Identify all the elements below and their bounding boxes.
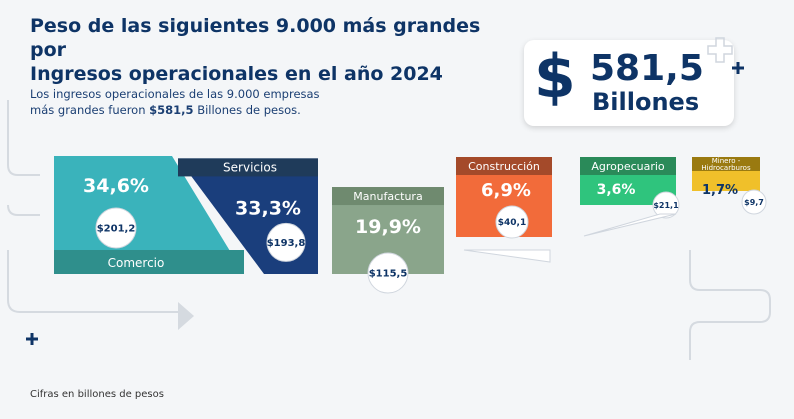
category-label-minero-1: Minero - <box>712 157 741 165</box>
value-label-comercio-bubble <box>95 207 137 249</box>
value-label-manufactura: $115,5 <box>369 269 408 280</box>
subtitle-pre: más grandes fueron <box>30 103 150 117</box>
total-badge: $ 581,5 Billones <box>524 40 734 126</box>
category-label-minero-2: Hidrocarburos <box>701 164 751 172</box>
bar-comercio <box>54 156 244 274</box>
bar-servicios-header <box>178 158 318 177</box>
percent-label-minero: 1,7% <box>702 183 738 198</box>
bar-construccion-header <box>456 157 552 175</box>
bar-comercio-label-band <box>54 250 244 274</box>
dollar-symbol: $ <box>534 42 576 112</box>
percent-label-servicios: 33,3% <box>235 197 301 219</box>
title-line-2: Ingresos operacionales en el año 2024 <box>30 63 443 85</box>
percent-label-agropecuario: 3,6% <box>597 182 636 198</box>
bar-agropecuario-header <box>580 157 676 175</box>
value-label-construccion: $40,1 <box>498 218 526 228</box>
plus-outline-icon <box>707 37 733 63</box>
value-label-servicios-bubble <box>266 222 306 262</box>
footer-note: Cifras en billones de pesos <box>30 389 164 400</box>
subtitle-total: $581,5 <box>149 103 194 117</box>
value-label-construccion-bubble <box>495 205 529 239</box>
plus-icon <box>732 62 744 74</box>
category-label-agropecuario: Agropecuario <box>591 160 665 173</box>
shadow-agropecuario <box>583 213 677 237</box>
percent-label-comercio: 34,6% <box>83 175 149 197</box>
value-label-minero-bubble <box>741 189 767 215</box>
title-line-1: Peso de las siguientes 9.000 más grandes… <box>30 15 481 61</box>
subtitle-line-2: más grandes fueron $581,5 Billones de pe… <box>30 102 350 118</box>
value-label-agropecuario: $21,1 <box>653 201 679 210</box>
category-label-servicios: Servicios <box>223 160 277 174</box>
plus-icon <box>26 333 38 345</box>
value-label-comercio: $201,2 <box>97 224 136 235</box>
percent-label-manufactura: 19,9% <box>355 216 421 238</box>
category-label-construccion: Construcción <box>468 160 540 173</box>
total-amount: 581,5 <box>590 48 704 89</box>
shadow-construccion <box>463 249 551 263</box>
subtitle-line-1: Los ingresos operacionales de las 9.000 … <box>30 87 320 101</box>
value-label-servicios: $193,8 <box>267 238 306 249</box>
total-unit: Billones <box>592 88 700 116</box>
bar-minero-header <box>692 157 760 171</box>
page-title: Peso de las siguientes 9.000 más grandes… <box>30 14 500 86</box>
subtitle: Los ingresos operacionales de las 9.000 … <box>30 86 350 118</box>
category-label-manufactura: Manufactura <box>353 190 422 203</box>
value-label-minero: $9,7 <box>744 198 764 207</box>
bar-manufactura-header <box>332 187 444 206</box>
percent-label-construccion: 6,9% <box>481 180 531 201</box>
value-label-agropecuario-bubble <box>652 191 680 219</box>
value-label-manufactura-bubble <box>367 252 409 294</box>
category-label-comercio: Comercio <box>108 256 165 270</box>
subtitle-post: Billones de pesos. <box>193 103 301 117</box>
